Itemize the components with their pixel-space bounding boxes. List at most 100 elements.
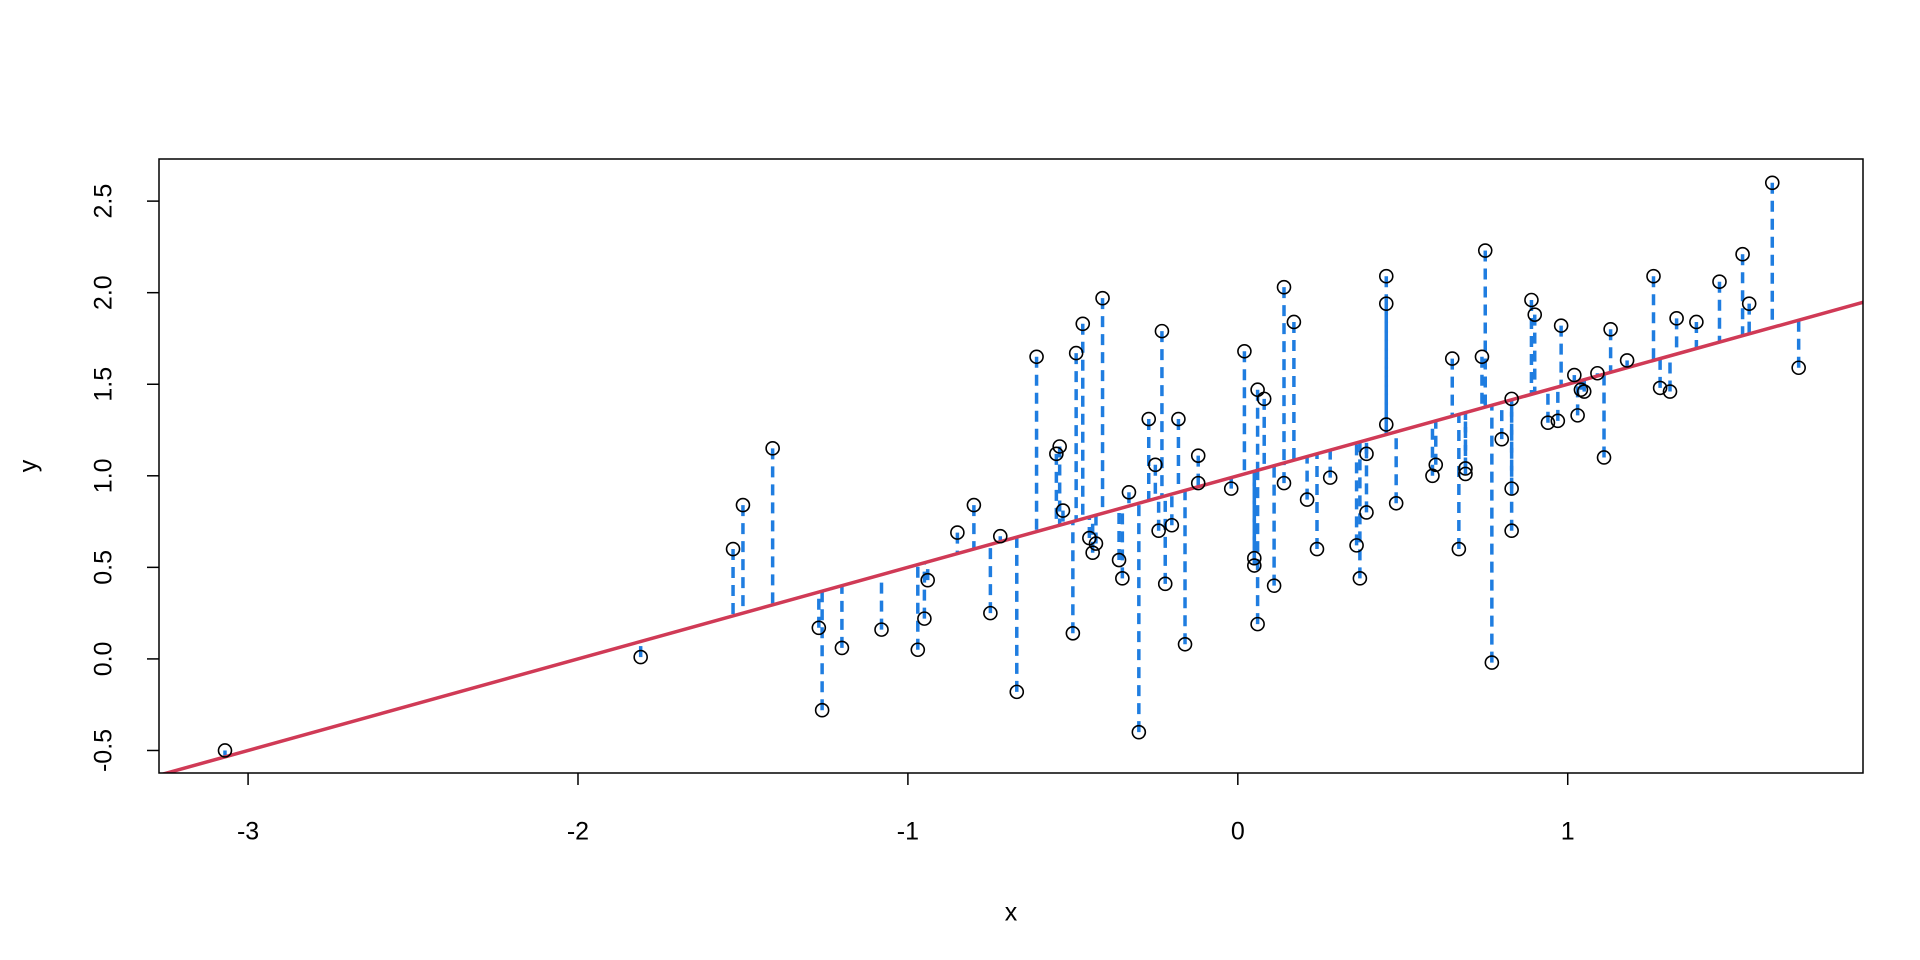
data-point xyxy=(920,572,935,588)
data-point xyxy=(1550,413,1566,429)
data-point xyxy=(1689,314,1704,330)
data-point xyxy=(1164,517,1180,533)
data-point xyxy=(1052,439,1067,454)
data-point xyxy=(1352,571,1368,586)
data-point xyxy=(1540,415,1556,430)
data-point xyxy=(1065,625,1081,641)
data-point xyxy=(811,620,827,636)
y-tick-label: 2.5 xyxy=(90,184,118,219)
x-tick-label: 0 xyxy=(1231,818,1245,846)
data-point xyxy=(1148,457,1163,473)
data-point xyxy=(1286,314,1302,330)
data-point xyxy=(1095,290,1110,306)
data-point xyxy=(1619,353,1635,368)
data-point xyxy=(1425,468,1440,484)
data-point xyxy=(983,605,998,621)
data-point xyxy=(1527,307,1543,322)
data-point xyxy=(1111,552,1127,568)
x-tick-label: -3 xyxy=(237,818,259,846)
data-point xyxy=(1378,417,1394,432)
data-point xyxy=(1428,457,1444,473)
data-point xyxy=(1075,316,1091,332)
data-point xyxy=(1237,343,1252,359)
data-point xyxy=(1266,578,1282,593)
data-point xyxy=(1378,296,1394,311)
data-point xyxy=(1504,391,1519,407)
data-point xyxy=(725,541,741,557)
data-point xyxy=(1049,446,1064,462)
fit-line xyxy=(160,300,1863,773)
y-tick-label: 0.0 xyxy=(90,642,118,677)
data-point xyxy=(633,649,648,665)
data-point xyxy=(1088,536,1104,551)
data-point xyxy=(1009,684,1025,700)
plot-area xyxy=(160,182,1863,773)
data-point xyxy=(1458,466,1473,482)
data-point xyxy=(1121,484,1137,500)
plot-frame xyxy=(158,158,1864,774)
data-point xyxy=(1652,380,1668,396)
data-point xyxy=(765,441,780,456)
data-point xyxy=(1250,616,1265,632)
data-point xyxy=(1247,558,1262,573)
data-point xyxy=(1458,461,1473,476)
y-tick-label: 0.5 xyxy=(90,550,118,585)
data-point xyxy=(1359,446,1374,462)
data-point xyxy=(1256,391,1272,407)
y-tick-label: 1.0 xyxy=(90,458,118,493)
data-point xyxy=(1474,349,1490,365)
data-point xyxy=(1141,411,1157,427)
data-point xyxy=(1669,311,1684,326)
x-tick-label: -1 xyxy=(897,818,919,846)
data-point xyxy=(217,743,233,758)
data-point xyxy=(1570,408,1585,423)
y-tick-label: 2.0 xyxy=(90,275,118,310)
y-tick-label: 1.5 xyxy=(90,367,118,402)
data-point xyxy=(1349,538,1364,553)
data-point xyxy=(1590,365,1605,381)
data-point xyxy=(1477,243,1493,258)
data-point xyxy=(950,525,965,540)
data-point xyxy=(1603,322,1618,337)
x-tick-label: 1 xyxy=(1561,818,1575,846)
data-point xyxy=(735,497,751,513)
data-point xyxy=(1646,268,1661,284)
data-point xyxy=(1741,296,1757,311)
data-point xyxy=(1299,492,1315,507)
data-point xyxy=(1085,545,1100,561)
data-point xyxy=(1151,523,1166,539)
data-point xyxy=(1154,323,1170,339)
data-point xyxy=(1576,384,1592,399)
data-point xyxy=(1276,279,1292,295)
data-point xyxy=(1055,503,1071,518)
data-point xyxy=(966,497,982,513)
y-axis-label: y xyxy=(15,459,43,472)
x-tick-label: -2 xyxy=(567,818,589,846)
data-point xyxy=(1247,550,1262,566)
data-point xyxy=(1451,541,1467,557)
data-point xyxy=(1444,351,1460,366)
data-point xyxy=(834,640,850,656)
data-point xyxy=(1359,505,1374,520)
y-tick-label: -0.5 xyxy=(90,729,118,772)
data-point xyxy=(874,622,889,637)
data-point xyxy=(1388,495,1404,511)
data-point xyxy=(1791,360,1806,376)
data-point xyxy=(1309,541,1325,557)
data-point xyxy=(1378,268,1394,284)
data-point xyxy=(1764,175,1780,191)
data-point xyxy=(1524,292,1539,308)
x-axis-label: x xyxy=(1005,899,1018,927)
data-point xyxy=(1131,724,1147,740)
data-point xyxy=(1115,571,1130,586)
data-point xyxy=(1596,450,1612,465)
data-point xyxy=(814,702,830,718)
data-point xyxy=(1553,318,1569,333)
data-point xyxy=(1157,576,1173,592)
data-point xyxy=(917,611,932,626)
data-point xyxy=(1484,655,1500,670)
data-point xyxy=(1662,384,1678,399)
data-point xyxy=(1068,345,1084,361)
data-point xyxy=(910,642,926,658)
